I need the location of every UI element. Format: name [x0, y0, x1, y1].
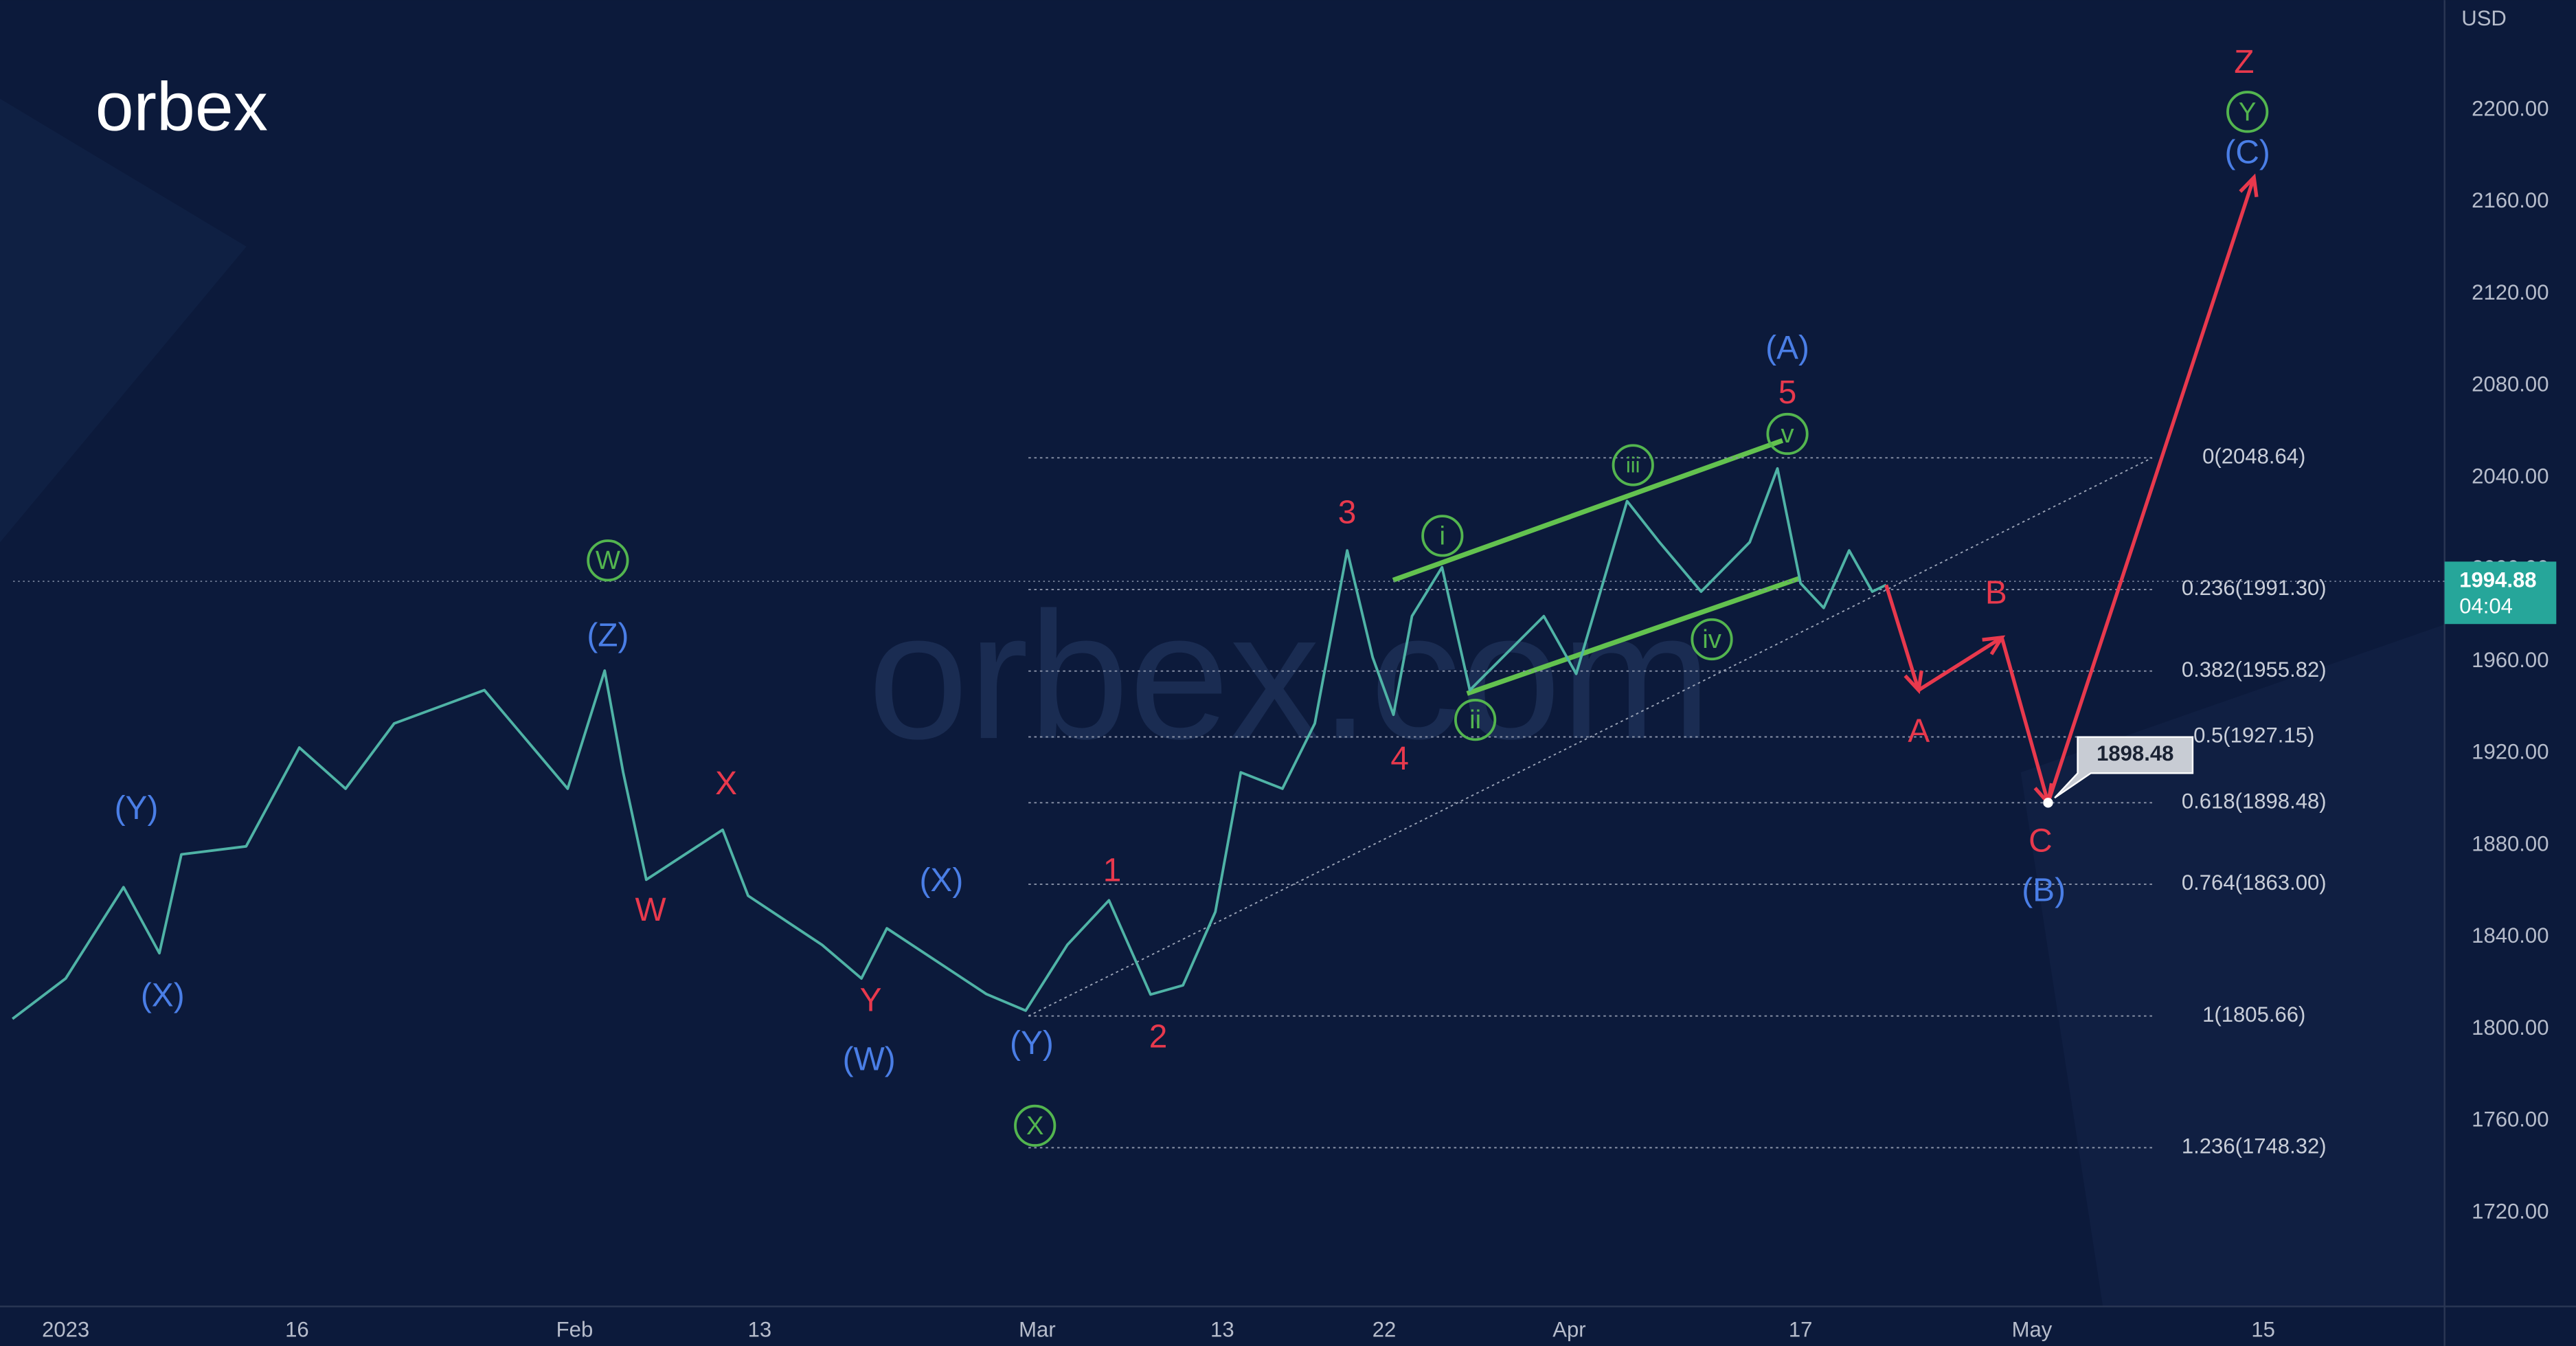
arrow-head — [2239, 173, 2259, 198]
wave-label: A — [1908, 713, 1930, 749]
y-tick-label: 2160.00 — [2472, 188, 2549, 212]
wave-label: (B) — [2022, 872, 2066, 908]
wave-label: i — [1440, 521, 1446, 550]
wave-label: (Y) — [1010, 1025, 1054, 1062]
x-tick-label: 13 — [748, 1318, 772, 1342]
wave-label: iv — [1702, 625, 1721, 654]
y-tick-label: 1840.00 — [2472, 923, 2549, 947]
fib-label: 0.382(1955.82) — [2182, 658, 2327, 682]
y-tick-label: 2120.00 — [2472, 280, 2549, 304]
wave-label: (Y) — [115, 790, 159, 827]
wave-label: W — [635, 892, 666, 928]
wave-label: iii — [1626, 453, 1640, 478]
target-label: 1898.48 — [2097, 741, 2173, 765]
wave-label: 5 — [1778, 374, 1797, 411]
y-tick-label: 2200.00 — [2472, 97, 2549, 121]
x-tick-label: 16 — [285, 1318, 309, 1342]
wave-label: 3 — [1338, 494, 1357, 530]
wave-label: (C) — [2224, 135, 2270, 171]
wave-circle — [1766, 412, 1809, 456]
watermark: orbex.com — [868, 574, 1711, 776]
wave-label: ii — [1469, 705, 1481, 734]
arrow-head — [1982, 635, 2006, 655]
channel-line — [1466, 576, 1800, 696]
wave-label: (A) — [1765, 330, 1809, 366]
wave-label: C — [2029, 823, 2053, 860]
wave-label: (X) — [141, 977, 185, 1013]
target-point — [2043, 798, 2053, 808]
target-callout — [2054, 736, 2194, 799]
y-tick-label: 1960.00 — [2472, 648, 2549, 672]
logo: orbex — [95, 68, 268, 145]
x-tick-label: May — [2012, 1318, 2053, 1342]
wave-circle — [1691, 618, 1733, 661]
wave-label: (W) — [843, 1042, 896, 1078]
wave-label: W — [596, 546, 620, 575]
wave-label: Y — [860, 983, 882, 1019]
fib-label: 0.5(1927.15) — [2193, 724, 2314, 748]
fib-label: 0.236(1991.30) — [2182, 576, 2327, 600]
y-tick-label: 1880.00 — [2472, 831, 2549, 855]
price-badge-time: 04:04 — [2459, 594, 2513, 618]
wave-circle — [2226, 91, 2269, 133]
wave-label: Z — [2234, 44, 2254, 80]
x-tick-label: Apr — [1552, 1318, 1585, 1342]
fib-label: 0.764(1863.00) — [2182, 871, 2327, 895]
wave-label: 4 — [1390, 741, 1409, 777]
y-tick-label: 1760.00 — [2472, 1108, 2549, 1132]
fib-label: 0.618(1898.48) — [2182, 789, 2327, 814]
x-tick-label: 22 — [1372, 1318, 1397, 1342]
y-tick-label: 2040.00 — [2472, 464, 2549, 488]
wave-circle — [1014, 1104, 1057, 1147]
y-tick-label: 1720.00 — [2472, 1199, 2549, 1223]
wave-label: 2 — [1149, 1018, 1168, 1055]
price-badge-value: 1994.88 — [2459, 568, 2536, 592]
x-tick-label: 2023 — [42, 1318, 89, 1342]
y-tick-label: 1920.00 — [2472, 740, 2549, 764]
wave-circle — [587, 539, 629, 582]
fib-label: 0(2048.64) — [2202, 445, 2305, 469]
y-tick-label: 1800.00 — [2472, 1016, 2549, 1040]
wave-label: v — [1781, 419, 1794, 449]
x-tick-label: Feb — [556, 1318, 594, 1342]
price-line — [12, 467, 1887, 1020]
wave-label: B — [1985, 575, 2007, 612]
y-tick-label: 2080.00 — [2472, 372, 2549, 396]
x-tick-label: Mar — [1019, 1318, 1056, 1342]
x-tick-label: 15 — [2251, 1318, 2275, 1342]
wave-circle — [1421, 515, 1464, 557]
wave-label: 1 — [1103, 853, 1122, 889]
x-tick-label: 13 — [1210, 1318, 1234, 1342]
decor — [2020, 624, 2445, 1307]
wave-label: X — [715, 765, 737, 802]
wave-label: X — [1026, 1111, 1044, 1141]
price-badge — [2444, 561, 2557, 625]
x-tick-label: 17 — [1789, 1318, 1813, 1342]
wave-label: (X) — [919, 862, 963, 899]
fib-label: 1.236(1748.32) — [2182, 1134, 2327, 1158]
wave-circle — [1454, 699, 1497, 741]
wave-label: Y — [2239, 97, 2257, 126]
channel-line — [1392, 438, 1784, 583]
decor — [0, 98, 247, 543]
wave-label: (Z) — [587, 618, 629, 654]
arrow-head — [1903, 670, 1923, 695]
wave-circle — [1612, 444, 1654, 486]
currency: USD — [2461, 6, 2507, 30]
fib-label: 1(1805.66) — [2202, 1002, 2305, 1027]
trend-line — [1028, 457, 2153, 1017]
